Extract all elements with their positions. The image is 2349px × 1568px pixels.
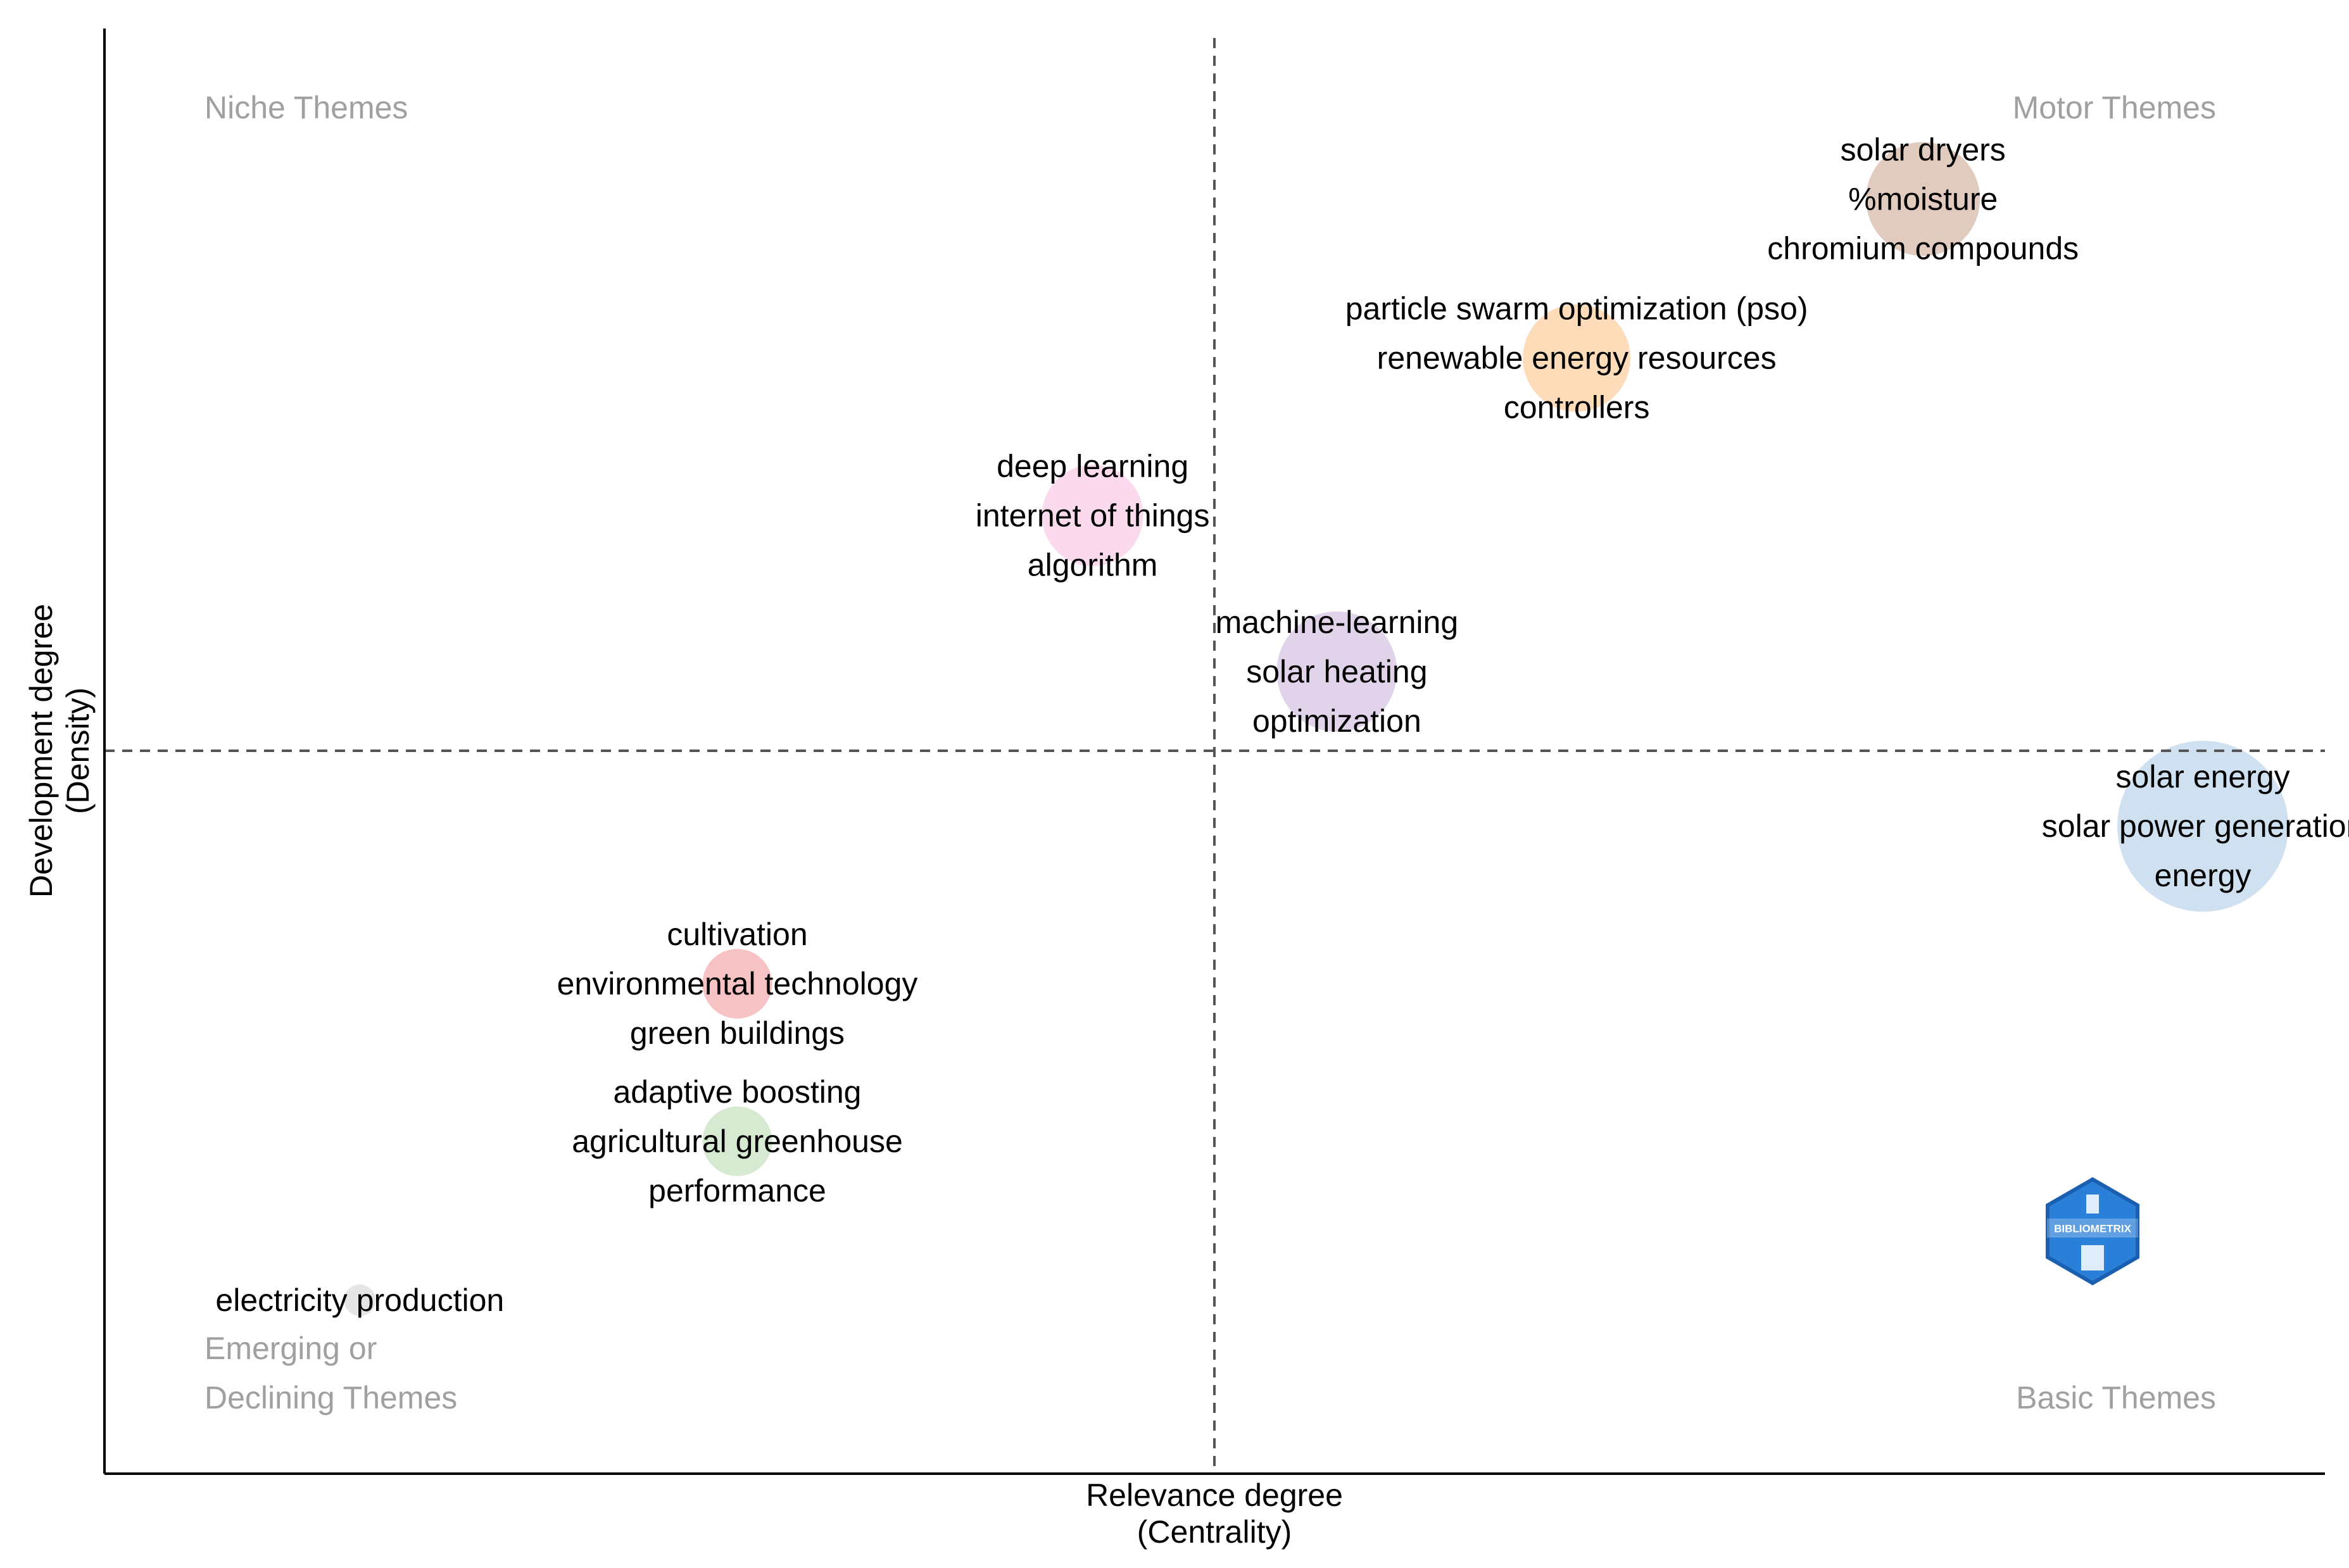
logo-tower [2081,1245,2104,1270]
cluster-label: green buildings [630,1015,845,1051]
logo-lamp [2086,1195,2099,1214]
cluster-bubble-1 [1866,142,1981,256]
cluster-label: performance [648,1173,826,1208]
cluster-bubble-5 [2117,741,2289,912]
cluster-label: internet of things [976,498,1210,533]
cluster-label: solar dryers [1841,132,2006,167]
cluster-label: chromium compounds [1767,230,2079,266]
cluster-bubble-6 [702,949,772,1019]
cluster-label: solar energy [2116,759,2290,794]
cluster-label: deep learning [997,448,1188,484]
cluster-label: environmental technology [557,966,918,1001]
bubble-layer [344,142,2289,1317]
cluster-bubble-4 [1276,611,1397,732]
cluster-bubble-8 [344,1284,376,1317]
axes: Relevance degree(Centrality) Development … [23,28,2325,1550]
y-axis-title: Development degree [23,604,59,898]
cluster-label: cultivation [667,917,807,952]
x-axis-title: Relevance degree [1086,1477,1343,1513]
logo-band [2047,1219,2138,1238]
logo-text: BIBLIOMETRIX [2054,1223,2131,1235]
x-axis-title: (Centrality) [1137,1514,1292,1550]
cluster-label: algorithm [1028,547,1158,582]
y-axis-title: (Density) [60,687,96,814]
cluster-label: particle swarm optimization (pso) [1345,291,1808,327]
cluster-bubble-7 [702,1106,772,1176]
quadrant-label-niche: Niche Themes [205,90,408,125]
quadrant-label-basic: Basic Themes [2016,1380,2216,1415]
quadrant-label-motor: Motor Themes [2013,90,2216,125]
cluster-bubble-2 [1523,304,1631,412]
quadrant-label-emerging: Declining Themes [205,1380,457,1415]
cluster-label: adaptive boosting [614,1074,862,1110]
reference-lines [104,38,2325,1474]
cluster-label: solar power generation [2042,808,2349,844]
cluster-label: agricultural greenhouse [572,1124,903,1159]
label-layer: solar dryers %moisture chromium compounds p… [215,132,2349,1318]
cluster-label: machine-learning [1216,605,1459,640]
cluster-bubble-3 [1042,465,1143,567]
quadrant-labels: Niche Themes Motor Themes Emerging or Decli… [205,90,2216,1415]
cluster-label: optimization [1252,703,1421,739]
cluster-label: energy [2155,858,2251,893]
logo-hexagon [2046,1177,2139,1286]
cluster-label: solar heating [1246,654,1427,689]
cluster-label: electricity production [215,1283,504,1318]
bibliometrix-logo-icon: BIBLIOMETRIX [2046,1177,2139,1286]
cluster-label: controllers [1504,390,1650,425]
cluster-label: %moisture [1848,181,1998,216]
quadrant-label-emerging: Emerging or [205,1331,377,1366]
cluster-label: renewable energy resources [1377,341,1777,376]
